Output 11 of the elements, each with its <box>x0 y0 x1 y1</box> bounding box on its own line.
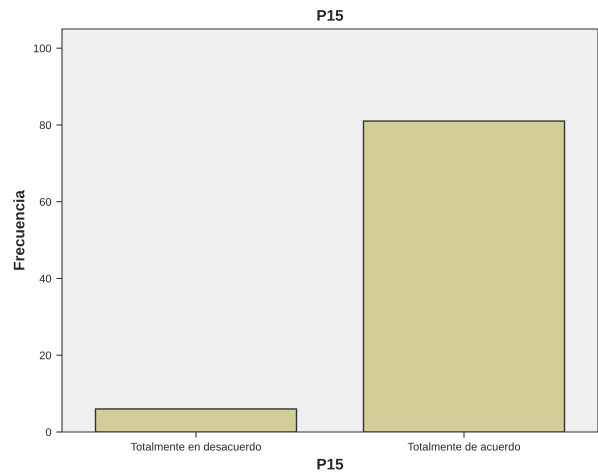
y-tick-label: 40 <box>39 274 52 283</box>
y-tick-label: 60 <box>40 198 52 206</box>
chart-title: P15 <box>317 10 344 21</box>
x-tick-label: Totalmente de acuerdo <box>408 442 520 451</box>
y-tick-label: 0 <box>46 428 52 436</box>
y-tick-label: 80 <box>40 121 52 130</box>
x-axis-title: P15 <box>317 458 344 470</box>
y-tick-label: 100 <box>34 44 52 52</box>
x-tick-label: Totalmente en desacuerdo <box>130 442 262 451</box>
y-tick-label: 20 <box>40 352 52 360</box>
y-axis-title: Frecuencia <box>13 190 24 270</box>
